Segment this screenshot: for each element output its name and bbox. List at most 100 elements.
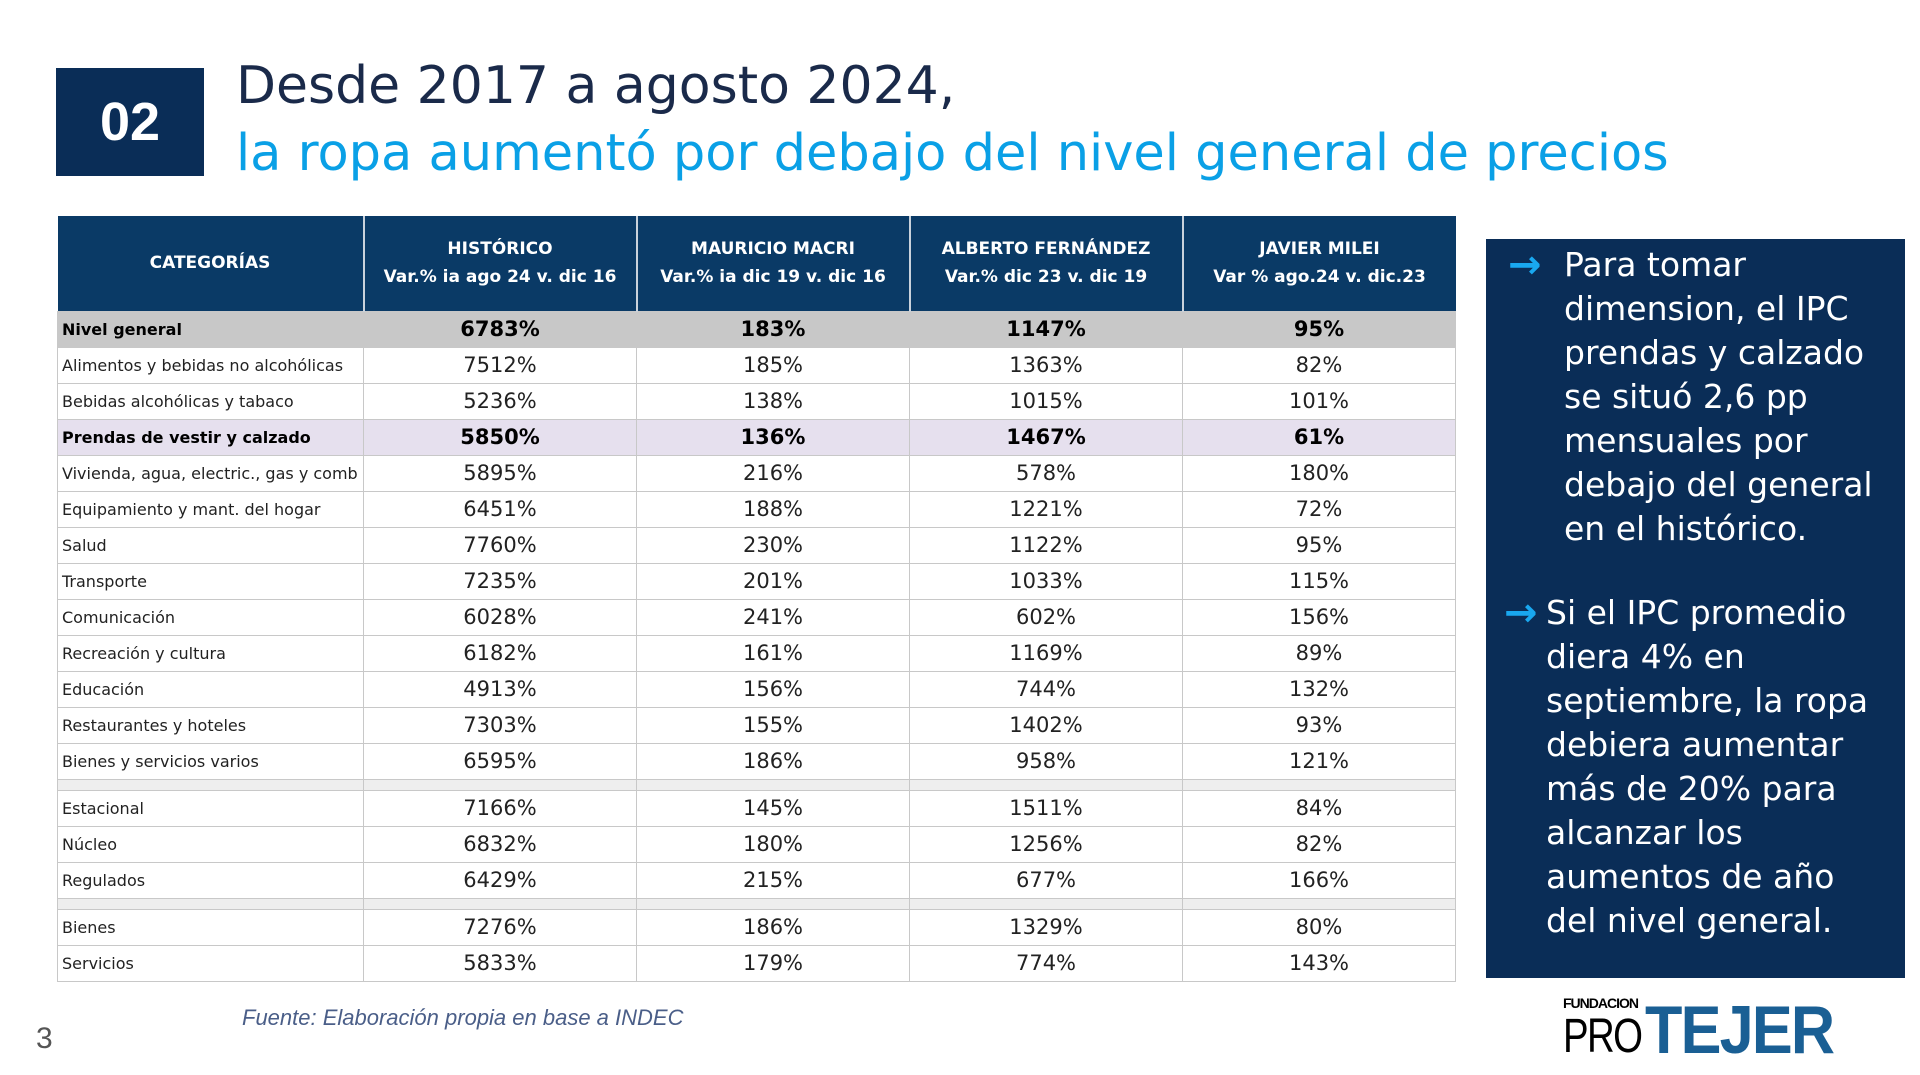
separator-cell [636, 897, 910, 910]
category-cell: Vivienda, agua, electric., gas y comb [57, 454, 364, 492]
table-row: Vivienda, agua, electric., gas y comb 589… [57, 454, 1456, 492]
header-subtitle: Var.% ia ago 24 v. dic 16 [383, 267, 617, 288]
page-number: 3 [36, 1022, 53, 1055]
value-cell: 180% [636, 825, 910, 863]
arrow-right-icon: → [1504, 590, 1538, 636]
separator-cell [57, 778, 364, 791]
value-cell: 93% [1182, 706, 1456, 744]
value-cell: 143% [1182, 944, 1456, 982]
value-cell: 101% [1182, 382, 1456, 420]
value-cell: 183% [636, 310, 910, 348]
table-row: Comunicación 6028% 241% 602% 156% [57, 598, 1456, 636]
header-subtitle: Var.% dic 23 v. dic 19 [944, 267, 1148, 288]
value-cell: 4913% [363, 670, 637, 708]
value-cell: 7512% [363, 346, 637, 384]
header-title: MAURICIO MACRI [691, 239, 855, 260]
value-cell: 958% [909, 742, 1183, 780]
panel-bullet: → Para tomar dimension, el IPC prendas y… [1508, 243, 1888, 551]
value-cell: 1402% [909, 706, 1183, 744]
value-cell: 95% [1182, 526, 1456, 564]
category-cell: Prendas de vestir y calzado [57, 418, 364, 456]
value-cell: 156% [636, 670, 910, 708]
value-cell: 180% [1182, 454, 1456, 492]
value-cell: 82% [1182, 346, 1456, 384]
separator-cell [1182, 897, 1456, 910]
value-cell: 1147% [909, 310, 1183, 348]
value-cell: 84% [1182, 789, 1456, 827]
category-cell: Bienes [57, 908, 364, 946]
value-cell: 132% [1182, 670, 1456, 708]
title-line-2: la ropa aumentó por debajo del nivel gen… [236, 124, 1669, 183]
category-cell: Servicios [57, 944, 364, 982]
value-cell: 774% [909, 944, 1183, 982]
value-cell: 161% [636, 634, 910, 672]
table-row: Recreación y cultura 6182% 161% 1169% 89% [57, 634, 1456, 672]
value-cell: 1363% [909, 346, 1183, 384]
separator-cell [363, 778, 637, 791]
category-cell: Salud [57, 526, 364, 564]
category-cell: Estacional [57, 789, 364, 827]
value-cell: 6832% [363, 825, 637, 863]
value-cell: 72% [1182, 490, 1456, 528]
value-cell: 6182% [363, 634, 637, 672]
value-cell: 7276% [363, 908, 637, 946]
value-cell: 121% [1182, 742, 1456, 780]
separator-row [57, 778, 1456, 791]
title-line-1: Desde 2017 a agosto 2024, [236, 56, 956, 116]
value-cell: 95% [1182, 310, 1456, 348]
separator-cell [909, 778, 1183, 791]
table-row: Bienes y servicios varios 6595% 186% 958% 12… [57, 742, 1456, 780]
table-row: Educación 4913% 156% 744% 132% [57, 670, 1456, 708]
value-cell: 744% [909, 670, 1183, 708]
value-cell: 5833% [363, 944, 637, 982]
value-cell: 186% [636, 742, 910, 780]
value-cell: 677% [909, 861, 1183, 899]
table-row: Alimentos y bebidas no alcohólicas 7512% 1… [57, 346, 1456, 384]
value-cell: 602% [909, 598, 1183, 636]
value-cell: 6429% [363, 861, 637, 899]
protejer-logo: FUNDACION PRO TEJER [1563, 992, 1835, 1068]
table-row: Salud 7760% 230% 1122% 95% [57, 526, 1456, 564]
category-cell: Educación [57, 670, 364, 708]
value-cell: 115% [1182, 562, 1456, 600]
header-title: CATEGORÍAS [149, 253, 271, 274]
category-cell: Bebidas alcohólicas y tabaco [57, 382, 364, 420]
value-cell: 1015% [909, 382, 1183, 420]
value-cell: 136% [636, 418, 910, 456]
table-row: Regulados 6429% 215% 677% 166% [57, 861, 1456, 899]
table-row: Núcleo 6832% 180% 1256% 82% [57, 825, 1456, 863]
header-title: ALBERTO FERNÁNDEZ [941, 239, 1151, 260]
table-row: Estacional 7166% 145% 1511% 84% [57, 789, 1456, 827]
value-cell: 179% [636, 944, 910, 982]
table-row: Transporte 7235% 201% 1033% 115% [57, 562, 1456, 600]
table-row: Bienes 7276% 186% 1329% 80% [57, 908, 1456, 946]
category-cell: Recreación y cultura [57, 634, 364, 672]
value-cell: 7760% [363, 526, 637, 564]
category-cell: Comunicación [57, 598, 364, 636]
category-cell: Restaurantes y hoteles [57, 706, 364, 744]
value-cell: 578% [909, 454, 1183, 492]
column-header: ALBERTO FERNÁNDEZ Var.% dic 23 v. dic 19 [908, 216, 1183, 311]
value-cell: 230% [636, 526, 910, 564]
value-cell: 138% [636, 382, 910, 420]
arrow-right-icon: → [1508, 242, 1542, 288]
bullet-text: Si el IPC promedio diera 4% en septiembr… [1546, 593, 1869, 940]
value-cell: 155% [636, 706, 910, 744]
value-cell: 7303% [363, 706, 637, 744]
value-cell: 6783% [363, 310, 637, 348]
value-cell: 188% [636, 490, 910, 528]
category-cell: Bienes y servicios varios [57, 742, 364, 780]
value-cell: 5236% [363, 382, 637, 420]
inflation-table: CATEGORÍAS HISTÓRICO Var.% ia ago 24 v. di… [57, 216, 1456, 982]
separator-cell [57, 897, 364, 910]
category-cell: Transporte [57, 562, 364, 600]
value-cell: 89% [1182, 634, 1456, 672]
table-row: Nivel general 6783% 183% 1147% 95% [57, 310, 1456, 348]
column-header: CATEGORÍAS [57, 216, 364, 311]
header-subtitle: Var.% ia dic 19 v. dic 16 [660, 267, 886, 288]
column-header: JAVIER MILEI Var % ago.24 v. dic.23 [1181, 216, 1456, 311]
value-cell: 1256% [909, 825, 1183, 863]
category-cell: Alimentos y bebidas no alcohólicas [57, 346, 364, 384]
section-number-badge: 02 [56, 68, 204, 176]
separator-cell [909, 897, 1183, 910]
